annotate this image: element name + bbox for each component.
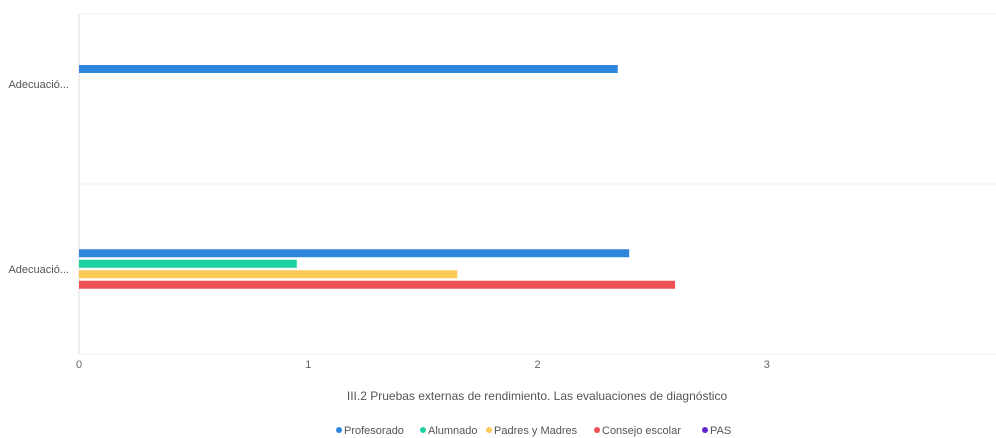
category-labels: Adecuació... Adecuació... xyxy=(8,79,69,276)
legend-marker xyxy=(594,427,600,433)
x-axis-ticks: 0 1 2 3 xyxy=(76,359,770,371)
x-tick-label: 2 xyxy=(534,359,540,371)
legend-marker xyxy=(486,427,492,433)
legend-label: Profesorado xyxy=(344,425,404,437)
legend-item[interactable]: Profesorado xyxy=(336,425,404,437)
legend-item[interactable]: PAS xyxy=(702,425,731,437)
legend-label: Consejo escolar xyxy=(602,425,681,437)
legend-label: PAS xyxy=(710,425,731,437)
x-tick-label: 1 xyxy=(305,359,311,371)
legend-marker xyxy=(420,427,426,433)
bar-profesorado-1 xyxy=(79,249,630,258)
legend: Profesorado Alumnado Padres y Madres Consej… xyxy=(336,425,731,437)
bars xyxy=(79,65,676,289)
legend-label: Alumnado xyxy=(428,425,478,437)
bar-consejo-escolar-1 xyxy=(79,280,676,289)
bar-profesorado-0 xyxy=(79,65,618,73)
chart-title: III.2 Pruebas externas de rendimiento. L… xyxy=(347,389,728,403)
legend-label: Padres y Madres xyxy=(494,425,578,437)
legend-item[interactable]: Alumnado xyxy=(420,425,478,437)
legend-marker xyxy=(702,427,708,433)
legend-marker xyxy=(336,427,342,433)
bar-padres-y-madres-1 xyxy=(79,270,458,279)
x-tick-label: 3 xyxy=(764,359,770,371)
category-label: Adecuació... xyxy=(8,264,69,276)
legend-item[interactable]: Padres y Madres xyxy=(486,425,578,437)
category-label: Adecuació... xyxy=(8,79,69,91)
x-tick-label: 0 xyxy=(76,359,82,371)
legend-item[interactable]: Consejo escolar xyxy=(594,425,681,437)
bar-alumnado-1 xyxy=(79,259,297,268)
